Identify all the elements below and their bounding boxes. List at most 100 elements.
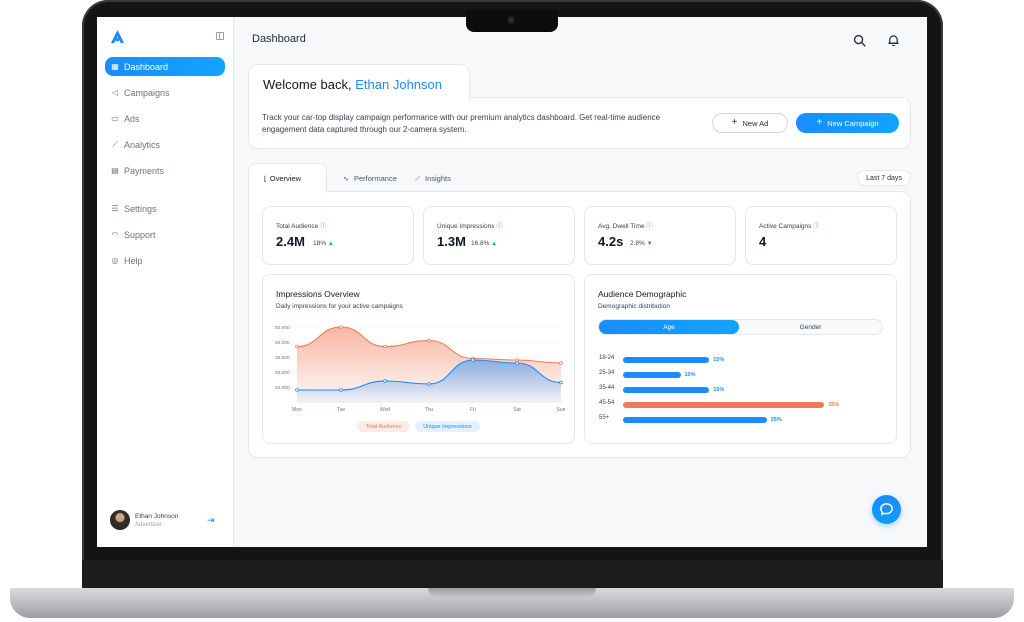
grid-icon: ▦: [111, 61, 119, 71]
sidebar-item-help[interactable]: ◎ Help: [105, 251, 225, 270]
screen: ▦ Dashboard ◁ Campaigns ▭ Ads ⟋ Analytic…: [97, 17, 927, 547]
arrow-up-icon: ▲: [491, 241, 498, 247]
sidebar-item-label: Analytics: [124, 139, 161, 150]
data-point: [427, 382, 431, 386]
age-group-bar: [623, 357, 710, 363]
tab-label: Insights: [425, 174, 451, 183]
data-point: [295, 344, 299, 349]
tab-overview[interactable]: ⌊ Overview: [248, 163, 327, 193]
avatar: [110, 510, 130, 530]
card-icon: ▤: [111, 165, 119, 175]
tab-label: Performance: [353, 174, 397, 183]
data-point: [515, 361, 519, 365]
stat-label: Avg. Dwell Time ⓘ: [598, 223, 653, 230]
welcome-user-name: Ethan Johnson: [355, 77, 442, 92]
sidebar-item-label: Help: [124, 255, 143, 266]
laptop-chin: [82, 560, 943, 590]
new-ad-button[interactable]: + New Ad: [712, 113, 788, 133]
sidebar-item-label: Dashboard: [124, 61, 169, 72]
stat-card-unique-impressions: Unique Impressions ⓘ 1.3M 16.8% ▲: [423, 206, 575, 265]
x-tick-label: Thu: [425, 407, 434, 413]
age-group-value: 35%: [828, 401, 840, 408]
sidebar-item-settings[interactable]: ☰ Settings: [105, 199, 225, 218]
chat-button[interactable]: [872, 495, 901, 524]
age-group-value: 25%: [770, 416, 782, 423]
y-tick-label: 50,000: [275, 325, 290, 331]
user-role: Advertiser: [135, 521, 163, 528]
panel-subtitle: Daily impressions for your active campai…: [276, 303, 403, 310]
stat-card-avg-dwell-time: Avg. Dwell Time ⓘ 4.2s 2.8% ▼: [584, 206, 736, 265]
data-point: [339, 325, 343, 329]
y-tick-label: 40,000: [275, 340, 290, 346]
stat-value: 4.2s: [598, 234, 624, 249]
impressions-overview-panel: Impressions Overview Daily impressions f…: [262, 274, 575, 444]
help-icon: ◎: [111, 255, 119, 265]
sidebar-item-campaigns[interactable]: ◁ Campaigns: [105, 83, 225, 102]
info-icon: ⓘ: [646, 224, 653, 230]
user-name: Ethan Johnson: [135, 512, 179, 520]
stat-value: 4: [759, 234, 767, 249]
sidebar-collapse-icon[interactable]: [216, 32, 224, 40]
x-tick-label: Sun: [557, 407, 566, 413]
new-ad-label: New Ad: [742, 118, 769, 128]
pulse-icon: ∿: [343, 176, 349, 183]
legend-total-audience[interactable]: Total Audience: [357, 421, 410, 432]
sidebar-item-dashboard[interactable]: ▦ Dashboard: [105, 57, 225, 76]
arrow-up-icon: ▲: [327, 241, 334, 247]
age-group-label: 18-24: [599, 355, 615, 361]
data-point: [471, 358, 475, 362]
laptop-base-groove: [428, 588, 596, 597]
y-tick-label: 20,000: [275, 370, 290, 376]
data-point: [383, 344, 387, 349]
x-tick-label: Fri: [470, 407, 476, 413]
sidebar-item-ads[interactable]: ▭ Ads: [105, 109, 225, 128]
toggle-gender[interactable]: Gender: [799, 323, 822, 331]
stat-value: 2.4M: [276, 234, 305, 249]
age-group-label: 25-34: [599, 370, 615, 376]
age-group-bar: [623, 417, 767, 423]
triangle-logo-icon[interactable]: [110, 29, 125, 44]
info-icon: ⓘ: [320, 224, 327, 230]
series-unique-impressions-area: [297, 360, 561, 402]
ad-icon: ▭: [111, 113, 119, 123]
bell-icon[interactable]: [887, 34, 900, 47]
y-tick-label: 30,000: [275, 355, 290, 361]
sidebar-item-analytics[interactable]: ⟋ Analytics: [105, 135, 225, 154]
age-group-value: 15%: [713, 386, 725, 393]
sidebar-item-support[interactable]: ◠ Support: [105, 225, 225, 244]
sidebar: ▦ Dashboard ◁ Campaigns ▭ Ads ⟋ Analytic…: [97, 17, 234, 547]
age-group-label: 45-54: [599, 400, 615, 406]
sidebar-item-label: Campaigns: [124, 87, 170, 98]
search-icon[interactable]: [853, 34, 866, 47]
logout-icon[interactable]: ⇥: [207, 515, 215, 525]
toggle-age[interactable]: Age: [599, 320, 739, 334]
date-range-select[interactable]: Last 7 days: [857, 170, 911, 186]
sidebar-item-payments[interactable]: ▤ Payments: [105, 161, 225, 180]
welcome-greeting: Welcome back,: [263, 77, 352, 92]
stat-value: 1.3M: [437, 234, 466, 249]
y-tick-label: 10,000: [275, 385, 290, 391]
age-group-bar: [623, 387, 710, 393]
sidebar-item-label: Support: [124, 229, 156, 240]
tab-performance[interactable]: ∿ Performance: [343, 174, 397, 183]
sidebar-divider: [105, 187, 225, 199]
age-group-label: 35-44: [599, 385, 615, 391]
new-campaign-button[interactable]: + New Campaign: [796, 113, 899, 133]
analytics-icon: ⟋: [112, 139, 118, 149]
new-campaign-label: New Campaign: [827, 118, 879, 128]
user-profile[interactable]: Ethan Johnson Advertiser ⇥: [110, 509, 222, 531]
panel-title: Impressions Overview: [276, 289, 360, 299]
legend-unique-impressions[interactable]: Unique Impressions: [415, 421, 480, 432]
tab-insights[interactable]: ⟋ Insights: [415, 174, 451, 184]
megaphone-icon: ◁: [111, 87, 119, 97]
x-tick-label: Tue: [337, 407, 346, 413]
demographic-toggle: Age Gender: [598, 319, 883, 335]
plus-icon: +: [816, 117, 823, 128]
settings-icon: ☰: [111, 203, 119, 213]
page-title: Dashboard: [252, 33, 306, 45]
welcome-description: Track your car-top display campaign perf…: [262, 113, 661, 134]
sidebar-item-label: Payments: [124, 165, 165, 176]
chat-bubble-icon: [880, 503, 893, 516]
sidebar-nav: ▦ Dashboard ◁ Campaigns ▭ Ads ⟋ Analytic…: [105, 57, 225, 277]
age-group-bar: [623, 372, 681, 378]
